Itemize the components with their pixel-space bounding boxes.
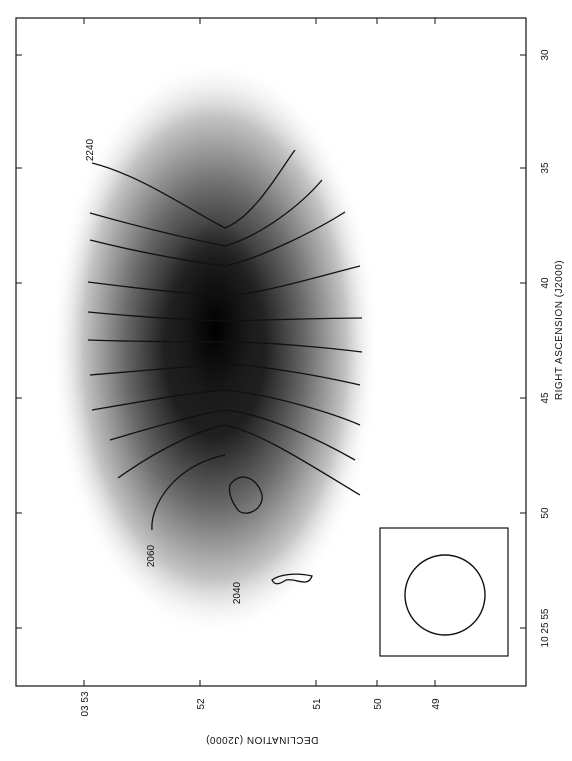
contour-lines	[87, 149, 363, 585]
y-tick-label: 52	[196, 698, 207, 710]
beam-ellipse	[404, 554, 486, 636]
y-tick-label: 51	[312, 698, 323, 710]
greyscale-image	[50, 58, 380, 638]
contour-label-2240: 2240	[85, 138, 96, 161]
beam-inset	[379, 527, 509, 657]
x-tick-label: 35	[540, 162, 551, 174]
x-tick-label: 10 25 55	[540, 608, 551, 647]
contour-label-2040: 2040	[232, 581, 243, 604]
x-tick-label: 45	[540, 392, 551, 404]
x-tick-label: 40	[540, 277, 551, 289]
y-tick-label: 49	[431, 698, 442, 710]
y-axis-title: DECLINATION (J2000)	[206, 734, 319, 745]
contour-label-2060: 2060	[146, 544, 157, 567]
y-tick-label: 50	[373, 698, 384, 710]
x-axis	[16, 54, 526, 629]
x-axis-title: RIGHT ASCENSION (J2000)	[554, 260, 565, 400]
x-tick-label: 50	[540, 507, 551, 519]
y-tick-label: 03 53	[80, 691, 91, 716]
x-tick-label: 30	[540, 49, 551, 61]
y-axis	[83, 18, 436, 686]
